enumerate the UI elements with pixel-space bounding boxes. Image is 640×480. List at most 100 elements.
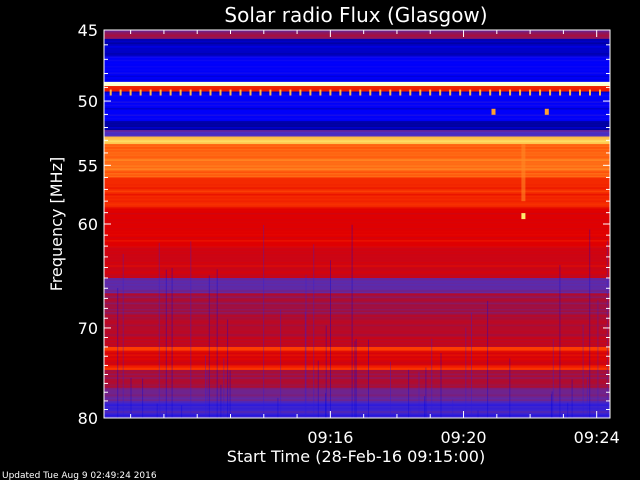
band-texture <box>104 340 610 343</box>
time-noise-column <box>171 268 173 418</box>
periodic-signal-mark <box>529 89 532 96</box>
time-noise-column <box>571 379 573 418</box>
time-noise-column <box>304 311 306 418</box>
time-noise-column <box>408 369 410 418</box>
x-tick-label: 09:20 <box>440 428 486 447</box>
time-noise-column <box>567 402 569 418</box>
band-texture <box>104 124 610 126</box>
band-texture <box>104 120 610 123</box>
band-texture <box>104 302 610 305</box>
band-texture <box>104 180 610 183</box>
band-texture <box>104 312 610 314</box>
band-texture <box>104 334 610 336</box>
band-texture <box>104 107 610 110</box>
band-texture <box>104 171 610 173</box>
periodic-signal-mark <box>479 89 482 96</box>
periodic-signal-mark <box>319 89 322 96</box>
time-noise-column <box>165 269 167 418</box>
band-texture <box>104 237 610 239</box>
time-noise-column <box>440 353 442 418</box>
band-texture <box>104 206 610 209</box>
band-texture <box>104 215 610 218</box>
y-tick-label: 80 <box>78 409 98 428</box>
band-texture <box>104 193 610 196</box>
band-texture <box>104 52 610 55</box>
frequency-band <box>104 318 610 348</box>
chart-title: Solar radio Flux (Glasgow) <box>224 3 487 27</box>
band-texture <box>104 400 610 403</box>
time-noise-column <box>582 324 584 418</box>
periodic-signal-mark <box>419 89 422 96</box>
y-tick-label: 55 <box>78 156 98 175</box>
band-texture <box>104 59 610 62</box>
band-texture <box>104 387 610 390</box>
band-texture <box>104 147 610 149</box>
band-texture <box>104 243 610 245</box>
periodic-signal-mark <box>569 89 572 96</box>
band-texture <box>104 296 610 299</box>
time-noise-column <box>159 404 161 418</box>
periodic-signal-mark <box>179 89 182 96</box>
band-texture <box>104 184 610 186</box>
x-axis-label: Start Time (28-Feb-16 09:15:00) <box>227 447 485 466</box>
time-noise-column <box>477 410 479 418</box>
periodic-signal-mark <box>369 89 372 96</box>
time-noise-column <box>305 274 307 418</box>
band-texture <box>104 42 610 45</box>
band-texture <box>104 30 610 33</box>
band-texture <box>104 350 610 353</box>
time-noise-column <box>487 300 489 418</box>
band-texture <box>104 168 610 170</box>
band-texture <box>104 271 610 274</box>
time-noise-column <box>206 369 208 418</box>
band-texture <box>104 187 610 189</box>
band-texture <box>104 384 610 387</box>
periodic-signal-mark <box>259 89 262 96</box>
periodic-signal-mark <box>459 89 462 96</box>
band-texture <box>104 281 610 283</box>
band-texture <box>104 287 610 289</box>
time-noise-column <box>452 399 454 418</box>
y-axis-label: Frequency [MHz] <box>47 157 66 291</box>
band-texture <box>104 218 610 221</box>
time-noise-column <box>313 244 315 418</box>
frequency-band <box>104 120 610 131</box>
periodic-signal-mark <box>239 89 242 96</box>
band-texture <box>104 369 610 372</box>
time-noise-column <box>261 415 263 418</box>
band-texture <box>104 144 610 146</box>
periodic-signal-mark <box>339 89 342 96</box>
periodic-signal-mark <box>579 89 581 96</box>
time-noise-column <box>390 361 391 418</box>
band-texture <box>104 268 610 271</box>
periodic-signal-mark <box>199 89 202 96</box>
time-noise-column <box>130 378 132 418</box>
time-noise-column <box>181 405 183 418</box>
burst-point <box>544 108 549 115</box>
time-noise-column <box>559 265 561 418</box>
band-texture <box>104 65 610 68</box>
band-texture <box>104 81 610 84</box>
band-texture <box>104 34 610 37</box>
time-noise-column <box>425 367 427 418</box>
time-noise-column <box>471 312 472 418</box>
band-texture <box>104 114 610 117</box>
time-noise-column <box>586 377 588 418</box>
time-noise-column <box>418 371 420 418</box>
band-texture <box>104 78 610 81</box>
time-noise-column <box>552 339 554 418</box>
time-noise-column <box>354 340 356 418</box>
time-noise-column <box>122 253 124 418</box>
periodic-signal-mark <box>299 89 302 96</box>
time-noise-column <box>424 396 425 418</box>
time-noise-column <box>325 325 327 418</box>
band-texture <box>104 337 610 339</box>
time-noise-column <box>229 370 231 418</box>
band-texture <box>104 225 610 227</box>
periodic-signal-mark <box>559 89 562 96</box>
band-texture <box>104 373 610 376</box>
band-texture <box>104 98 610 100</box>
periodic-signal-mark <box>509 89 512 96</box>
band-texture <box>104 162 610 164</box>
